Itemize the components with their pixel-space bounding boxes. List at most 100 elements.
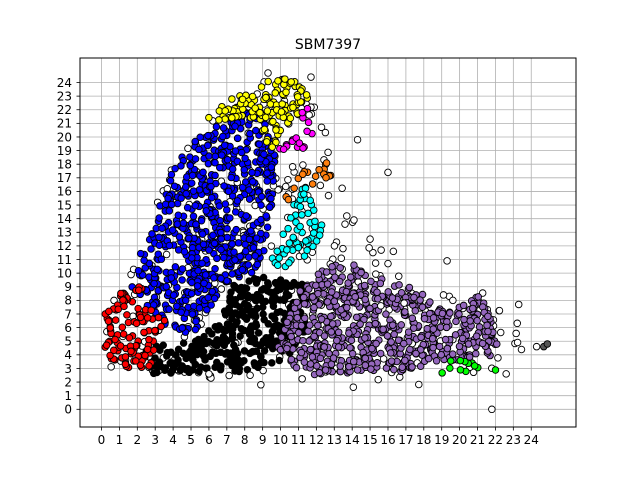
- cluster--1-point: [288, 163, 297, 171]
- cluster-5-point: [298, 108, 306, 117]
- cluster-3-point: [329, 320, 337, 328]
- cluster-3-point: [327, 360, 336, 369]
- cluster-3-point: [349, 357, 358, 366]
- cluster-2-point: [157, 322, 165, 331]
- y-tick-label: 21: [57, 117, 72, 131]
- cluster-3-point: [475, 323, 484, 331]
- cluster-1-point: [260, 346, 269, 355]
- cluster-1-point: [271, 294, 280, 302]
- cluster-6-point: [315, 166, 323, 174]
- cluster-8-point: [456, 356, 465, 365]
- cluster-3-point: [466, 317, 474, 325]
- cluster-4-point: [269, 117, 277, 126]
- cluster-4-point: [277, 108, 286, 116]
- cluster-5-point: [299, 144, 307, 152]
- cluster-3-point: [474, 293, 482, 301]
- cluster-3-point: [317, 315, 326, 323]
- cluster-1-point: [179, 339, 188, 347]
- cluster-1-point: [240, 347, 249, 355]
- cluster-2-point: [123, 311, 131, 319]
- cluster-3-point: [398, 363, 407, 371]
- noise-point: [343, 212, 351, 220]
- cluster-7-point: [289, 233, 297, 242]
- cluster-0-point: [218, 151, 226, 159]
- cluster-0-point: [155, 241, 164, 250]
- cluster-3-point: [333, 336, 341, 345]
- cluster-3-point: [387, 349, 395, 357]
- cluster-4-point: [293, 93, 302, 101]
- cluster--1-point: [513, 319, 522, 328]
- cluster-0-point: [193, 282, 202, 290]
- cluster-7-point: [296, 222, 304, 231]
- cluster-1-point: [260, 284, 268, 293]
- x-tick-label: 4: [169, 433, 177, 447]
- cluster-0-point: [263, 177, 271, 185]
- cluster-1-point: [276, 308, 284, 316]
- cluster-3-point: [367, 277, 375, 286]
- cluster-3-point: [320, 332, 329, 340]
- cluster-0-point: [217, 245, 225, 254]
- x-tick-label: 3: [151, 433, 159, 447]
- cluster-0-point: [155, 233, 163, 242]
- cluster-7-point: [283, 246, 291, 254]
- cluster-4-point: [281, 75, 289, 83]
- cluster-2-point: [143, 345, 152, 354]
- cluster-0-point: [158, 224, 166, 233]
- cluster-4-point: [302, 91, 311, 99]
- cluster-2-point: [136, 313, 145, 322]
- cluster-1-point: [268, 312, 276, 320]
- cluster-3-point: [345, 329, 353, 337]
- cluster-2-point: [111, 335, 119, 344]
- cluster-0-point: [187, 278, 196, 287]
- y-tick-label: 3: [64, 362, 72, 376]
- cluster-7-point: [311, 217, 319, 226]
- cluster-1-point: [246, 324, 255, 332]
- cluster-3-point: [452, 317, 460, 326]
- x-tick-label: 16: [380, 433, 395, 447]
- cluster-0-point: [174, 211, 183, 219]
- cluster-1-point: [228, 335, 236, 343]
- y-tick-label: 6: [64, 321, 72, 335]
- cluster-3-point: [417, 333, 425, 342]
- cluster--1-point: [316, 181, 325, 190]
- noise-point: [389, 247, 398, 256]
- cluster-3-point: [388, 321, 397, 329]
- cluster-4-point: [238, 95, 247, 104]
- cluster-0-point: [231, 147, 240, 155]
- cluster-0-point: [177, 308, 185, 317]
- x-tick-label: 24: [524, 433, 539, 447]
- cluster-0-point: [211, 159, 219, 167]
- cluster-8-point: [447, 357, 455, 365]
- cluster-3-point: [390, 365, 398, 374]
- x-tick-label: 9: [259, 433, 267, 447]
- cluster-3-point: [379, 325, 387, 334]
- cluster-3-point: [464, 340, 473, 348]
- x-tick-label: 12: [309, 433, 324, 447]
- cluster-0-point: [231, 122, 239, 131]
- cluster-0-point: [189, 187, 198, 195]
- cluster-0-point: [252, 234, 261, 242]
- cluster-1-point: [254, 363, 262, 372]
- cluster-0-point: [134, 266, 143, 275]
- cluster-3-point: [361, 334, 369, 342]
- cluster-1-point: [199, 347, 208, 356]
- cluster-1-point: [167, 369, 175, 377]
- cluster-7-point: [302, 237, 310, 245]
- cluster-1-point: [259, 310, 267, 318]
- cluster-0-point: [257, 201, 265, 209]
- cluster-2-point: [104, 317, 113, 325]
- cluster-0-point: [220, 182, 228, 190]
- cluster-0-point: [226, 214, 234, 222]
- cluster-3-point: [299, 293, 308, 302]
- cluster-3-point: [401, 308, 409, 316]
- cluster-5-point: [279, 145, 288, 153]
- cluster-0-point: [211, 171, 219, 180]
- cluster-0-point: [236, 252, 244, 261]
- cluster-1-point: [153, 362, 162, 370]
- cluster-3-point: [404, 328, 413, 336]
- cluster-0-point: [263, 169, 271, 177]
- cluster-3-point: [353, 366, 362, 374]
- cluster-4-point: [289, 103, 297, 112]
- cluster-3-point: [314, 270, 323, 278]
- cluster-2-point: [127, 347, 135, 356]
